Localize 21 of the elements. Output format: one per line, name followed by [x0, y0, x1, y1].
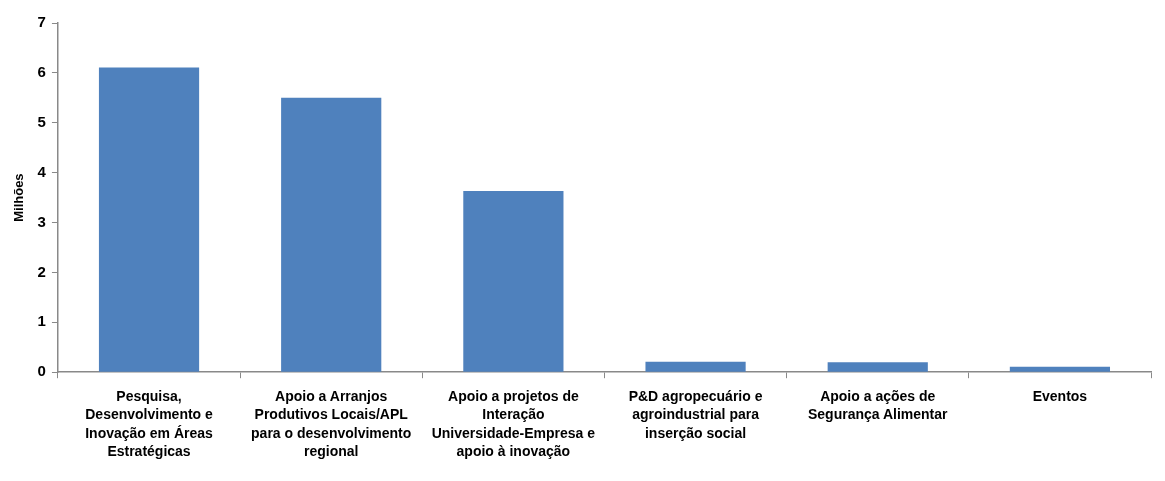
y-tick-label: 0: [37, 362, 46, 380]
x-tick-label: Eventos: [1032, 388, 1088, 405]
y-tick-label: 3: [37, 212, 46, 230]
y-tick-label: 6: [37, 63, 46, 81]
y-tick-label: 7: [37, 13, 46, 31]
y-tick-label: 1: [37, 312, 46, 330]
y-tick-label: 5: [37, 112, 46, 130]
y-tick-label: 2: [37, 262, 46, 280]
bar: [463, 191, 564, 372]
y-tick-label: 4: [37, 162, 47, 180]
bar: [645, 361, 746, 372]
x-tick-label: Apoio a ações de Segurança Alimentar: [807, 388, 949, 423]
bar: [281, 97, 382, 372]
y-axis-title: Milhões: [11, 173, 27, 222]
bar: [98, 67, 200, 372]
bar: [827, 362, 928, 372]
x-tick-label: Apoio a Arranjos Produtivos Locais/APL para o desenvolvimento regional: [251, 388, 412, 459]
x-tick-label: P&D agropecuário e agroindustrial para inserção social: [628, 388, 763, 441]
x-tick-label: Pesquisa, Desenvolvimento e Inovação em Áreas Estratégicas: [85, 388, 214, 459]
bar: [1009, 366, 1111, 372]
x-tick-label: Apoio a projetos de Interação Universidade-Empresa e apoio à inovação: [431, 388, 596, 459]
